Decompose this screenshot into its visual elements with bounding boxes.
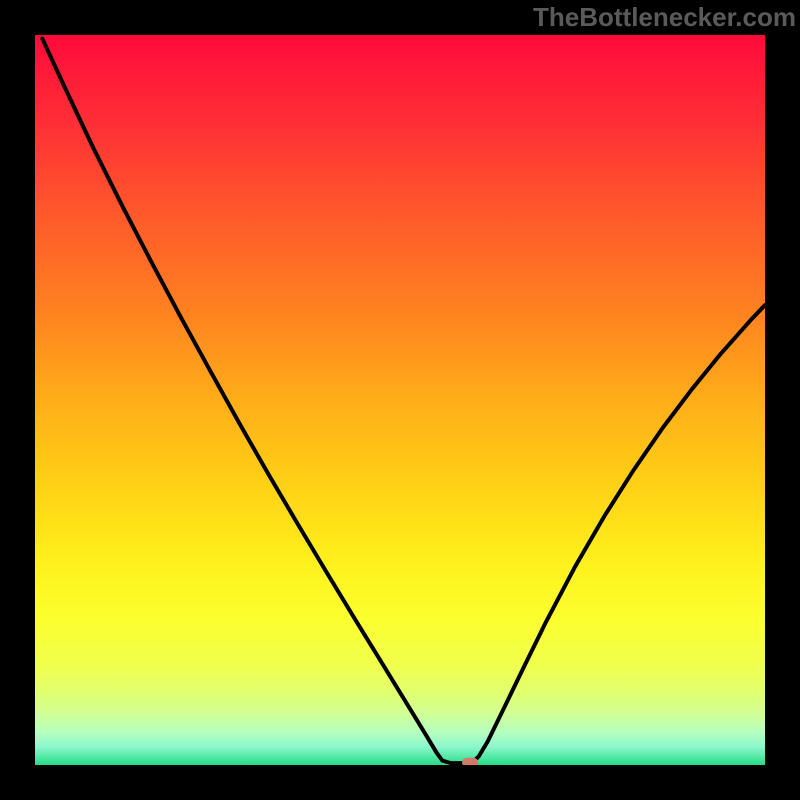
watermark-text: TheBottlenecker.com	[533, 2, 796, 33]
gradient-background	[35, 35, 765, 765]
plot-svg	[35, 35, 765, 765]
plot-area	[35, 35, 765, 765]
optimal-point-marker	[462, 758, 478, 765]
figure-root: TheBottlenecker.com	[0, 0, 800, 800]
